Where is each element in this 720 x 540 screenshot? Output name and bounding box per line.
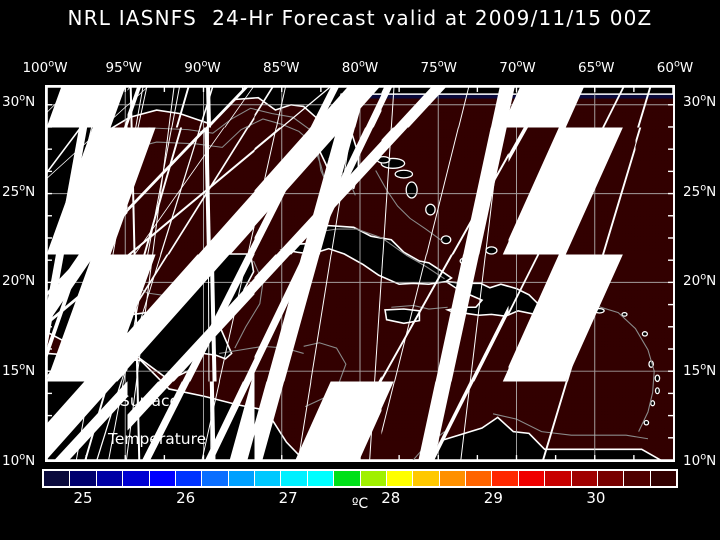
latitude-tick-label-left: 20oN — [2, 273, 35, 290]
longitude-tick-label: 80oW — [325, 59, 395, 76]
latitude-tick-label-right: 15oN — [683, 362, 716, 379]
colorbar-swatch — [386, 471, 414, 486]
wind-vectors — [47, 87, 673, 460]
colorbar-swatch — [44, 471, 71, 486]
latitude-tick-label-left: 30oN — [2, 93, 35, 110]
sst-heatmap — [47, 87, 673, 460]
colorbar-swatch — [492, 471, 519, 486]
figure-title: NRL IASNFS 24-Hr Forecast valid at 2009/… — [0, 6, 720, 30]
latitude-tick-label-right: 20oN — [683, 273, 716, 290]
colorbar-tick-label: 27 — [258, 489, 318, 507]
latitude-tick-label-right: 30oN — [683, 93, 716, 110]
latitude-tick-label-left: 25oN — [2, 183, 35, 200]
colorbar-tick-label: 26 — [156, 489, 216, 507]
colorbar-swatch — [281, 471, 308, 486]
longitude-tick-label: 65oW — [561, 59, 631, 76]
colorbar-swatch — [202, 471, 229, 486]
colorbar-swatch — [307, 471, 335, 486]
colorbar-tick-label: 28 — [361, 489, 421, 507]
colorbar-swatch — [518, 471, 546, 486]
colorbar-swatch — [650, 471, 676, 486]
colorbar-swatch — [255, 471, 282, 486]
longitude-tick-label: 85oW — [246, 59, 316, 76]
colorbar-swatch — [96, 471, 124, 486]
colorbar-swatch — [571, 471, 598, 486]
longitude-tick-label: 100oW — [10, 59, 80, 76]
colorbar-swatch — [545, 471, 572, 486]
axis-ticks — [47, 87, 673, 460]
colorbar-tick-label: 25 — [53, 489, 113, 507]
colorbar-swatch — [175, 471, 203, 486]
colorbar-swatch — [123, 471, 150, 486]
colorbar-swatch — [439, 471, 466, 486]
colorbar-tick-label: 29 — [463, 489, 523, 507]
longitude-tick-label: 75oW — [404, 59, 474, 76]
longitude-tick-label: 60oW — [640, 59, 710, 76]
colorbar-swatch — [597, 471, 625, 486]
longitude-tick-label: 95oW — [89, 59, 159, 76]
colorbar-swatch — [70, 471, 97, 486]
colorbar-swatch — [360, 471, 387, 486]
latitude-tick-label-left: 10oN — [2, 452, 35, 469]
colorbar-swatch — [149, 471, 176, 486]
colorbar-unit-label: ºC — [0, 496, 720, 512]
latitude-tick-label-right: 10oN — [683, 452, 716, 469]
overlay-label-line2: Temperature — [108, 430, 206, 448]
overlay-label-line1: Surface — [120, 392, 179, 410]
latitude-tick-label-right: 25oN — [683, 183, 716, 200]
colorbar-swatch — [228, 471, 255, 486]
longitude-tick-label: 70oW — [483, 59, 553, 76]
temperature-colorbar — [42, 469, 678, 488]
latitude-tick-label-left: 15oN — [2, 362, 35, 379]
map-plot-area — [45, 85, 675, 462]
colorbar-swatch — [413, 471, 440, 486]
colorbar-swatch — [624, 471, 651, 486]
colorbar-swatch — [334, 471, 361, 486]
longitude-tick-label: 90oW — [168, 59, 238, 76]
colorbar-tick-label: 30 — [566, 489, 626, 507]
colorbar-swatch — [466, 471, 493, 486]
